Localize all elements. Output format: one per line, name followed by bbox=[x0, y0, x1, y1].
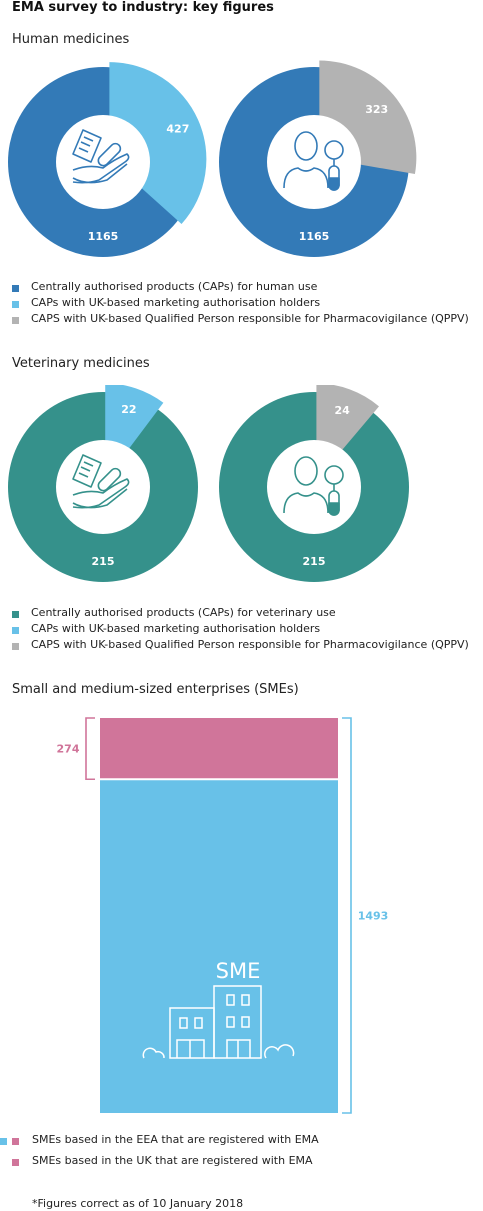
legend-swatch bbox=[12, 301, 19, 308]
legend-swatch bbox=[12, 285, 19, 292]
footnote: *Figures correct as of 10 January 2018 bbox=[32, 1197, 244, 1210]
donut-total-label: 215 bbox=[92, 555, 115, 568]
human-donut-charts: 427 1165 323 1165 bbox=[8, 60, 417, 257]
legend-label: SMEs based in the UK that are registered… bbox=[32, 1154, 313, 1167]
legend-label: CAPS with UK-based Qualified Person resp… bbox=[31, 312, 469, 325]
bracket-sme-eea bbox=[342, 717, 352, 1114]
donut-hole bbox=[267, 115, 361, 209]
person-with-magnifier-and-pill-icon bbox=[283, 131, 344, 191]
legend-label: CAPs with UK-based marketing authorisati… bbox=[31, 296, 321, 309]
sme-stacked-bar-chart: 274 1493 SME bbox=[57, 717, 389, 1114]
office-buildings-icon: SME bbox=[142, 959, 295, 1059]
donut-vet-qppv: 24 215 bbox=[219, 385, 409, 582]
legend-swatch bbox=[12, 627, 19, 634]
donut-total-label: 215 bbox=[303, 555, 326, 568]
veterinary-section-heading: Veterinary medicines bbox=[12, 356, 150, 371]
legend-swatch bbox=[12, 1138, 19, 1145]
hand-holding-pill-and-document-icon bbox=[72, 129, 130, 184]
donut-slice-label: 323 bbox=[365, 103, 388, 116]
human-section-heading: Human medicines bbox=[12, 32, 130, 47]
legend-swatch bbox=[12, 643, 19, 650]
donut-slice-label: 22 bbox=[121, 403, 136, 416]
legend-label: Centrally authorised products (CAPs) for… bbox=[31, 280, 318, 293]
data-label-sme-eea: 1493 bbox=[358, 910, 389, 923]
page-title: EMA survey to industry: key figures bbox=[12, 0, 274, 15]
donut-hole bbox=[56, 115, 150, 209]
legend-label: SMEs based in the EEA that are registere… bbox=[32, 1133, 319, 1146]
human-legend: Centrally authorised products (CAPs) for… bbox=[12, 280, 482, 340]
donut-slice-label: 24 bbox=[335, 404, 351, 417]
donut-human-qppv: 323 1165 bbox=[219, 60, 417, 257]
bracket-sme-uk bbox=[85, 717, 95, 781]
legend-swatch bbox=[12, 1159, 19, 1166]
legend-swatch bbox=[0, 1138, 7, 1145]
donut-total-label: 1165 bbox=[299, 230, 330, 243]
donut-human-uk-mah: 427 1165 bbox=[8, 62, 207, 257]
donut-vet-uk-mah: 22 215 bbox=[8, 385, 198, 582]
hand-holding-pill-and-document-icon bbox=[72, 454, 130, 509]
sme-legend: SMEs based in the EEA that are registere… bbox=[0, 1133, 480, 1173]
veterinary-donut-charts: 22 215 24 215 bbox=[8, 385, 409, 582]
person-with-magnifier-and-pill-icon bbox=[283, 456, 344, 516]
legend-label: CAPS with UK-based Qualified Person resp… bbox=[31, 638, 469, 651]
donut-hole bbox=[56, 440, 150, 534]
legend-label: CAPs with UK-based marketing authorisati… bbox=[31, 622, 321, 635]
veterinary-legend: Centrally authorised products (CAPs) for… bbox=[12, 606, 482, 666]
sme-section-heading: Small and medium-sized enterprises (SMEs… bbox=[12, 682, 299, 697]
sme-icon-text: SME bbox=[216, 959, 261, 983]
donut-total-label: 1165 bbox=[88, 230, 119, 243]
donut-slice-label: 427 bbox=[166, 123, 189, 136]
data-label-sme-uk: 274 bbox=[57, 743, 80, 756]
legend-swatch bbox=[12, 317, 19, 324]
legend-label: Centrally authorised products (CAPs) for… bbox=[31, 606, 336, 619]
bar-segment-sme-uk bbox=[100, 718, 338, 780]
legend-swatch bbox=[12, 611, 19, 618]
donut-hole bbox=[267, 440, 361, 534]
bar-segment-sme-eea bbox=[100, 779, 338, 1113]
donut-highlight-slice bbox=[109, 62, 207, 224]
